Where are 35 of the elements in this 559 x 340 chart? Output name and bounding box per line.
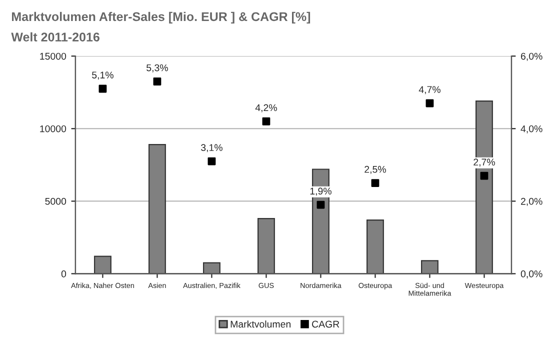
data-label: 2,7%: [474, 158, 495, 167]
point: [98, 84, 107, 93]
bar: [257, 218, 275, 274]
data-label: 1,9%: [310, 188, 332, 196]
y2-tick-label: 4,0%: [520, 125, 542, 134]
legend-label: Marktvolumen: [230, 320, 290, 328]
point: [262, 117, 270, 126]
y-tick-label: 15000: [40, 52, 66, 60]
data-label: 2,5%: [364, 166, 386, 174]
bar: [202, 262, 220, 274]
bar: [421, 260, 438, 274]
point: [316, 200, 325, 209]
y2-tick-label: 0,0%: [520, 270, 542, 278]
point: [371, 179, 380, 187]
data-label: 5,3%: [146, 64, 168, 72]
point: [208, 157, 216, 166]
bar: [366, 219, 384, 274]
y-tick-label: 5000: [45, 198, 66, 205]
data-label: 3,1%: [201, 144, 222, 152]
data-label: 4,7%: [418, 86, 440, 94]
bar: [94, 256, 112, 274]
y2-tick-label: 2,0%: [521, 198, 542, 206]
point: [480, 172, 488, 180]
legend-label: CAGR: [312, 320, 340, 328]
y-tick-label: 10000: [40, 125, 66, 132]
chart-subtitle: Welt 2011-2016: [11, 32, 100, 42]
y-tick-label: 0: [61, 270, 66, 278]
chart-title: Marktvolumen After-Sales [Mio. EUR ] & CAGR [%]: [12, 12, 310, 24]
point: [426, 99, 434, 108]
point: [153, 78, 162, 86]
data-label: 5,1%: [92, 72, 114, 80]
data-label: 4,2%: [255, 104, 277, 112]
y2-tick-label: 6,0%: [521, 52, 542, 61]
bar: [476, 100, 493, 274]
bar: [148, 144, 166, 274]
